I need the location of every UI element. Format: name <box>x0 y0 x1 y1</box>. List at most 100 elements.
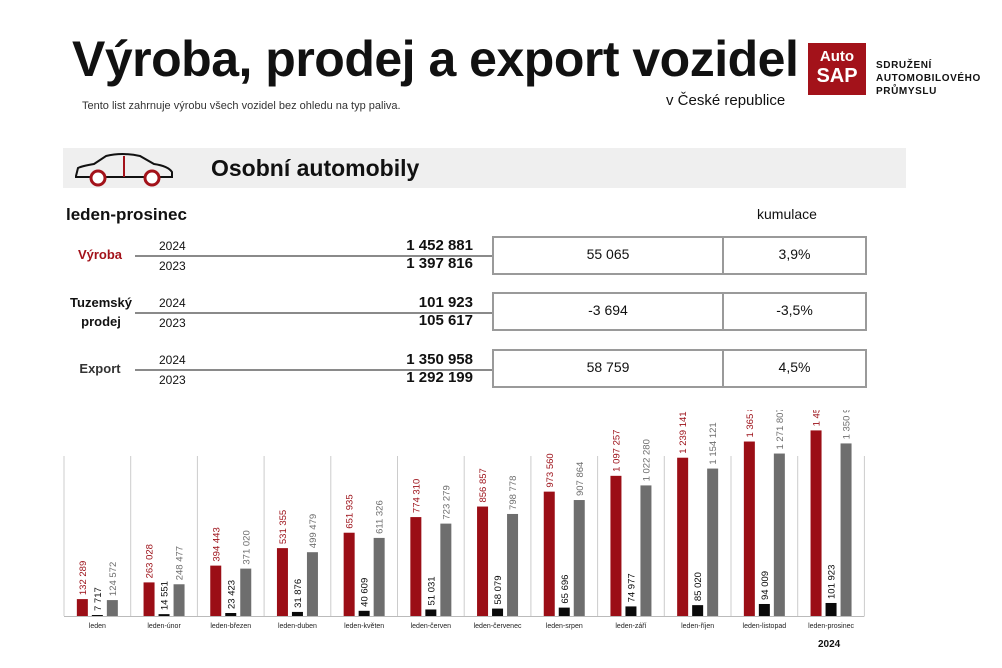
divider <box>135 312 492 314</box>
data-label: 531 355 <box>278 510 289 544</box>
bar-series-2 <box>558 607 570 616</box>
data-label: 499 479 <box>308 514 319 548</box>
year-current: 2024 <box>159 239 186 253</box>
bar-series-3 <box>106 600 118 616</box>
data-label: 798 778 <box>508 476 519 510</box>
data-label: 40 609 <box>360 578 371 607</box>
bar-series-2 <box>291 611 303 616</box>
difference-value: -3 694 <box>588 302 628 318</box>
bar-series-2 <box>358 610 370 616</box>
logo-line-1: Auto <box>819 48 855 65</box>
bar-series-3 <box>573 500 585 616</box>
data-label: 94 009 <box>760 571 771 600</box>
bar-series-3 <box>507 513 519 616</box>
bar-series-3 <box>773 453 785 616</box>
data-label: 973 560 <box>545 453 556 487</box>
bar-series-1 <box>743 441 755 616</box>
data-label: 132 289 <box>78 561 89 595</box>
data-label: 65 696 <box>560 575 571 604</box>
logo-text-2: AUTOMOBILOVÉHO <box>876 73 981 84</box>
data-label: 1 452 881 <box>812 410 823 426</box>
comparison-box <box>492 236 867 275</box>
percent-change: 4,5% <box>778 359 811 375</box>
value-current: 1 452 881 <box>406 237 473 254</box>
category-label: leden-květen <box>344 623 384 630</box>
data-label: 907 864 <box>575 462 586 496</box>
bar-series-3 <box>373 537 385 616</box>
logo-text-3: PRŮMYSLU <box>876 86 937 97</box>
data-label: 1 022 280 <box>641 439 652 481</box>
bar-series-3 <box>440 523 452 616</box>
bar-series-1 <box>143 582 155 616</box>
bar-series-3 <box>306 552 318 616</box>
cumulation-label: kumulace <box>757 206 817 222</box>
comparison-box <box>492 292 867 331</box>
data-label: 1 365 816 <box>745 410 756 438</box>
box-separator <box>722 349 724 388</box>
year-previous: 2023 <box>159 316 186 330</box>
data-label: 23 423 <box>226 580 237 609</box>
metric-label-export: Export <box>79 361 121 376</box>
data-label: 74 977 <box>626 573 637 602</box>
bar-series-3 <box>840 443 852 616</box>
category-label: leden-srpen <box>546 623 583 630</box>
data-label: 371 020 <box>241 530 252 564</box>
bar-series-2 <box>91 615 103 616</box>
year-current: 2024 <box>159 353 186 367</box>
value-current: 1 350 958 <box>406 351 473 368</box>
cumulative-bar-chart: 132 289 7 717 124 572 leden 263 028 14 551 248… <box>63 410 865 630</box>
category-label: leden-červenec <box>474 623 522 630</box>
year-current: 2024 <box>159 296 186 310</box>
data-label: 31 876 <box>293 579 304 608</box>
category-label: leden-září <box>615 623 646 630</box>
box-separator <box>722 236 724 275</box>
percent-change: -3,5% <box>776 302 813 318</box>
bar-series-3 <box>173 584 185 616</box>
data-label: 1 097 257 <box>611 430 622 472</box>
chart-year-label: 2024 <box>818 639 841 650</box>
bar-series-1 <box>810 430 822 616</box>
category-label: leden <box>89 623 106 630</box>
bar-series-2 <box>692 605 704 616</box>
bar-series-1 <box>76 599 88 616</box>
bar-series-3 <box>240 568 252 616</box>
section-banner <box>63 148 906 188</box>
bar-series-2 <box>758 603 770 616</box>
section-title: Osobní automobily <box>211 155 420 181</box>
bar-series-1 <box>477 506 489 616</box>
data-label: 611 326 <box>375 500 386 534</box>
data-label: 856 857 <box>478 468 489 502</box>
data-label: 1 271 807 <box>775 410 786 450</box>
data-label: 101 923 <box>827 565 838 599</box>
difference-value: 58 759 <box>586 359 630 375</box>
data-label: 58 079 <box>493 576 504 605</box>
category-label: leden-duben <box>278 623 317 630</box>
autosap-logo: Auto SAP <box>808 43 866 95</box>
bar-series-1 <box>343 532 355 616</box>
value-previous: 1 397 816 <box>406 255 473 272</box>
data-label: 263 028 <box>145 544 156 578</box>
data-label: 1 239 141 <box>678 411 689 453</box>
page-title: Výroba, prodej a export vozidel <box>72 31 799 87</box>
data-label: 248 477 <box>175 546 186 580</box>
bar-series-1 <box>543 491 555 616</box>
value-current: 101 923 <box>418 294 473 311</box>
bar-series-2 <box>825 602 837 616</box>
value-previous: 1 292 199 <box>406 369 473 386</box>
bar-series-1 <box>210 565 222 616</box>
category-label: leden-červen <box>411 623 452 630</box>
metric-label-production: Výroba <box>77 247 123 262</box>
bar-series-1 <box>610 475 622 616</box>
data-label: 1 154 121 <box>708 422 719 464</box>
bar-series-2 <box>158 614 170 616</box>
category-label: leden-únor <box>147 623 181 630</box>
data-label: 723 279 <box>441 485 452 519</box>
data-label: 394 443 <box>211 527 222 561</box>
divider <box>135 369 492 371</box>
region-label: v České republice <box>666 92 786 109</box>
category-label: leden-listopad <box>743 623 787 630</box>
period-label: leden-prosinec <box>66 205 187 224</box>
data-label: 85 020 <box>693 572 704 601</box>
category-label: leden-říjen <box>681 623 714 630</box>
value-previous: 105 617 <box>418 312 473 329</box>
